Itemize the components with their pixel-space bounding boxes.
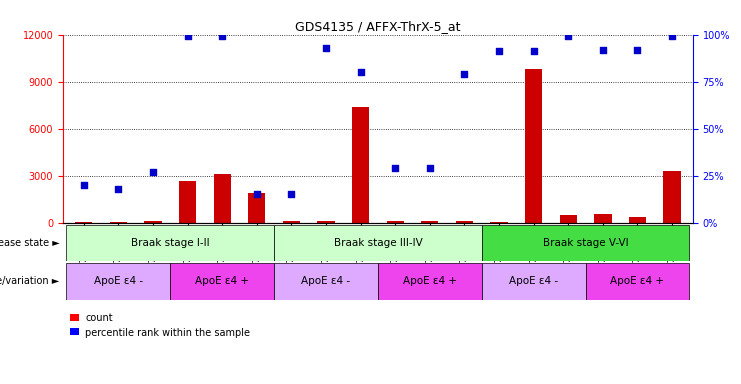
Text: genotype/variation ►: genotype/variation ► — [0, 276, 59, 286]
Bar — [144, 222, 162, 223]
Point — [666, 33, 678, 40]
Point — [562, 33, 574, 40]
Bar — [456, 222, 473, 223]
Text: ApoE ε4 +: ApoE ε4 + — [611, 276, 665, 286]
Bar — [421, 221, 439, 223]
Point — [631, 46, 643, 53]
Bar — [75, 222, 93, 223]
Bar — [317, 221, 335, 223]
Bar — [67, 225, 274, 261]
Point — [355, 69, 367, 75]
Bar — [70, 328, 79, 335]
Bar — [559, 215, 577, 223]
Point — [113, 186, 124, 192]
Text: ApoE ε4 -: ApoE ε4 - — [509, 276, 558, 286]
Bar — [663, 171, 681, 223]
Text: ApoE ε4 +: ApoE ε4 + — [195, 276, 249, 286]
Bar — [67, 263, 170, 300]
Bar — [378, 263, 482, 300]
Bar — [274, 263, 378, 300]
Text: Braak stage I-II: Braak stage I-II — [131, 238, 210, 248]
Title: GDS4135 / AFFX-ThrX-5_at: GDS4135 / AFFX-ThrX-5_at — [295, 20, 461, 33]
Text: Braak stage III-IV: Braak stage III-IV — [333, 238, 422, 248]
Bar — [179, 181, 196, 223]
Bar — [248, 193, 265, 223]
Bar — [283, 221, 300, 223]
Text: disease state ►: disease state ► — [0, 238, 59, 248]
Point — [216, 33, 228, 40]
Bar — [170, 263, 274, 300]
Bar — [274, 225, 482, 261]
Point — [251, 192, 263, 198]
Bar — [110, 222, 127, 223]
Point — [493, 48, 505, 55]
Text: ApoE ε4 -: ApoE ε4 - — [302, 276, 350, 286]
Bar — [70, 314, 79, 321]
Bar — [352, 107, 369, 223]
Bar — [594, 214, 611, 223]
Point — [285, 192, 297, 198]
Text: Braak stage V-VI: Braak stage V-VI — [542, 238, 628, 248]
Point — [389, 165, 401, 171]
Point — [424, 165, 436, 171]
Bar — [482, 263, 585, 300]
Bar — [491, 222, 508, 223]
Point — [528, 48, 539, 55]
Bar — [585, 263, 689, 300]
Bar — [629, 217, 646, 223]
Point — [459, 71, 471, 77]
Point — [182, 33, 193, 40]
Point — [147, 169, 159, 175]
Text: ApoE ε4 -: ApoE ε4 - — [94, 276, 143, 286]
Bar — [213, 174, 231, 223]
Bar — [482, 225, 689, 261]
Text: count: count — [85, 313, 113, 323]
Point — [320, 45, 332, 51]
Point — [597, 46, 609, 53]
Text: percentile rank within the sample: percentile rank within the sample — [85, 328, 250, 338]
Text: ApoE ε4 +: ApoE ε4 + — [403, 276, 456, 286]
Bar — [525, 69, 542, 223]
Bar — [387, 222, 404, 223]
Point — [78, 182, 90, 188]
